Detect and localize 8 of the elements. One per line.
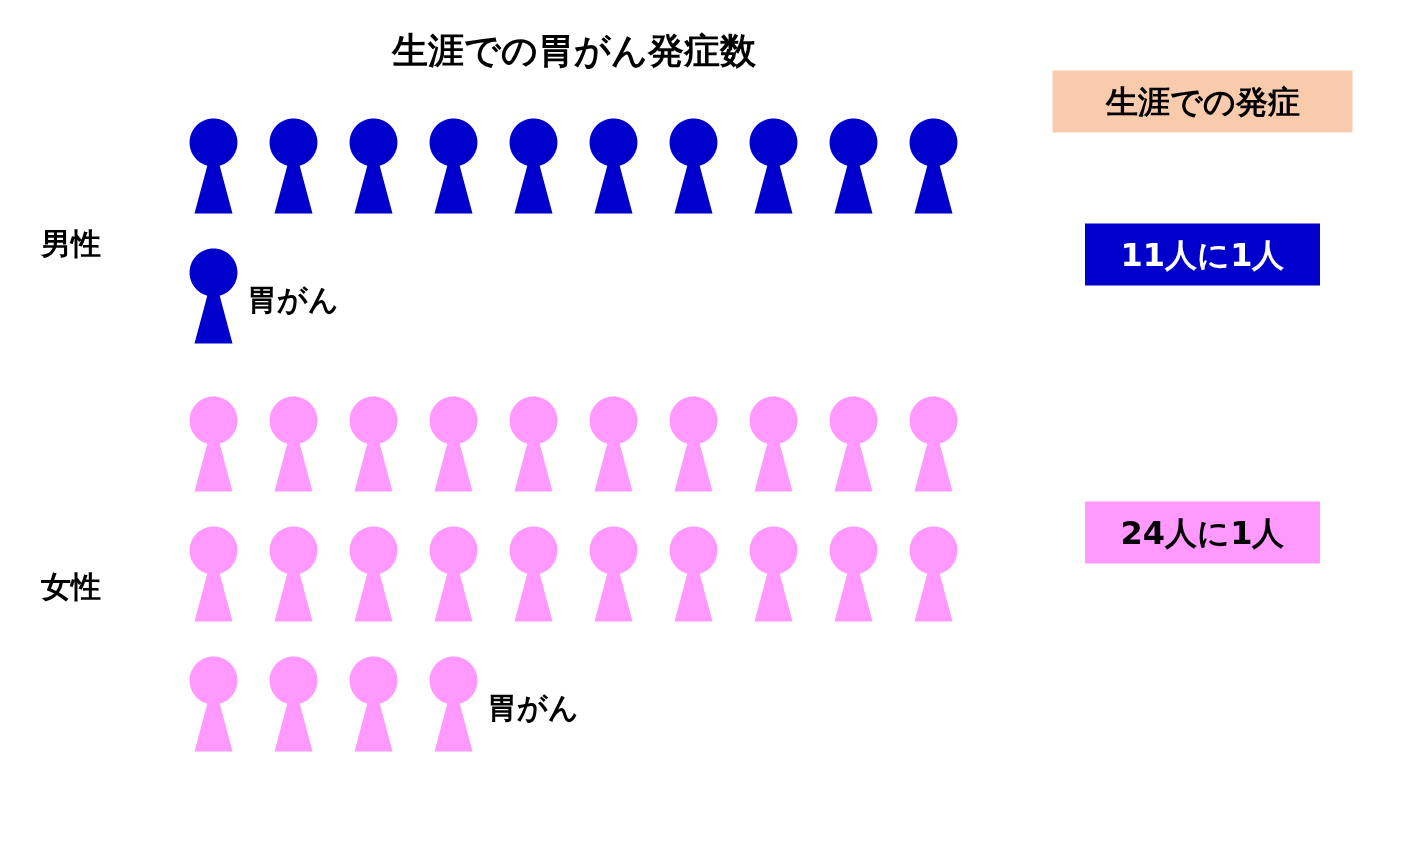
text: 胃がん	[246, 282, 339, 317]
text: 生涯での胃がん発症数	[390, 30, 757, 71]
data-label: 24人に1人	[1120, 513, 1286, 552]
legend-title: 生涯での発症	[1104, 82, 1300, 121]
category-label: 女性	[39, 568, 101, 604]
data-label: 11人に1人	[1120, 235, 1286, 274]
text: 胃がん	[486, 690, 579, 725]
category-label: 男性	[39, 225, 101, 261]
